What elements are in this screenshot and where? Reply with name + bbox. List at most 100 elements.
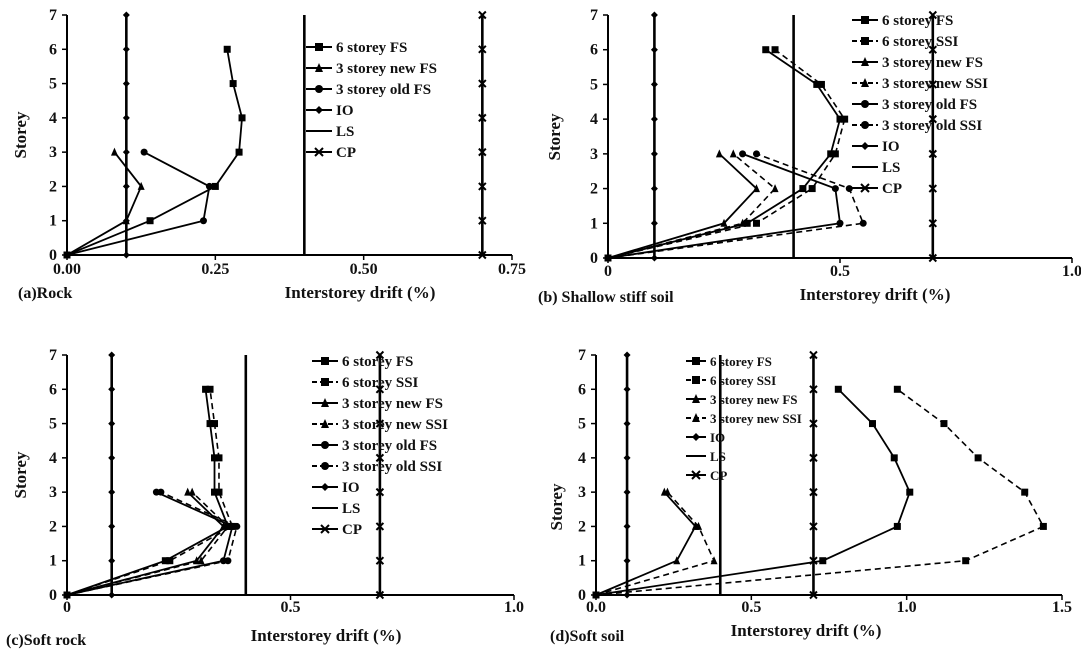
series-3-storey-new-fs [63, 147, 145, 259]
data-point-6-storey-ssi [215, 488, 223, 496]
data-point-3-storey-new-fs [137, 181, 145, 190]
legend-label: LS [336, 124, 354, 140]
series-line-6-storey-fs [66, 49, 243, 256]
legend-label: CP [342, 522, 362, 538]
legend-label: 3 storey old FS [882, 97, 977, 113]
y-tick-label: 1 [590, 215, 598, 232]
data-point-cp [375, 522, 385, 531]
data-point-6-storey-fs [819, 557, 827, 565]
data-point-cp [928, 45, 938, 54]
legend-swatch-marker [692, 394, 700, 403]
series-3-storey-new-ssi [592, 487, 718, 599]
data-point-6-storey-fs [813, 80, 821, 88]
data-point-io [650, 150, 658, 158]
data-point-6-storey-ssi [752, 219, 760, 227]
legend-item: IO [852, 139, 900, 155]
data-point-6-storey-ssi [771, 46, 779, 54]
data-point-6-storey-ssi [206, 385, 214, 393]
legend-item: CP [312, 522, 362, 538]
data-point-cp [928, 114, 938, 124]
y-tick-label: 4 [590, 111, 598, 128]
legend-label: 6 storey FS [882, 13, 953, 29]
series-cp [809, 350, 818, 600]
x-tick-label: 1.0 [1062, 263, 1081, 280]
data-point-3-storey-old-ssi [63, 591, 71, 599]
data-point-io [108, 557, 116, 565]
legend-swatch-marker [861, 37, 869, 45]
legend-item: 6 storey SSI [852, 34, 959, 50]
x-tick-label: 0.5 [281, 599, 301, 616]
y-tick-label: 6 [49, 41, 57, 58]
data-point-io [122, 80, 130, 88]
y-tick-label: 1 [49, 553, 57, 570]
data-point-cp [809, 487, 818, 497]
data-point-3-storey-new-fs [219, 521, 227, 530]
data-point-6-storey-ssi [817, 80, 825, 88]
data-point-3-storey-new-fs [715, 149, 723, 158]
data-point-cp [928, 184, 938, 193]
y-tick-label: 6 [590, 42, 598, 59]
data-point-6-storey-fs [893, 522, 901, 530]
data-point-cp [809, 385, 818, 394]
legend-swatch-marker [692, 376, 700, 384]
data-point-6-storey-ssi [211, 420, 219, 428]
data-point-io [108, 591, 116, 599]
legend-swatch-marker [692, 433, 700, 441]
data-point-6-storey-fs [161, 557, 169, 565]
legend-label: IO [342, 480, 360, 496]
y-tick-label: 4 [49, 450, 57, 467]
data-point-6-storey-fs [211, 182, 219, 190]
data-point-6-storey-fs [762, 46, 770, 54]
legend-item: 3 storey new FS [306, 61, 437, 77]
data-point-6-storey-fs [827, 150, 835, 158]
data-point-io [623, 420, 631, 428]
y-axis-label: Storey [547, 483, 566, 530]
panel-caption: (a)Rock [18, 285, 72, 302]
data-point-6-storey-fs [743, 219, 751, 227]
data-point-6-storey-ssi [940, 420, 948, 428]
y-tick-label: 7 [578, 347, 586, 364]
data-point-cp [478, 147, 487, 157]
data-point-cp [375, 556, 385, 565]
legend-swatch-marker [861, 57, 869, 66]
series-6-storey-fs [63, 385, 232, 599]
data-point-6-storey-ssi [1021, 488, 1029, 496]
data-point-cp [809, 453, 818, 463]
data-point-6-storey-fs [223, 45, 231, 53]
data-point-3-storey-new-ssi [739, 218, 747, 227]
legend-label: 3 storey old SSI [882, 118, 982, 134]
data-point-io [650, 115, 658, 123]
legend-item: 3 storey old FS [306, 82, 431, 98]
series-line-3-storey-new-fs [595, 491, 697, 596]
legend-swatch-marker [861, 121, 869, 129]
legend-label: 6 storey SSI [710, 373, 776, 388]
x-tick-label: 1.0 [504, 599, 524, 616]
legend-item: LS [312, 501, 360, 517]
x-tick-label: 0.00 [53, 261, 81, 278]
y-tick-label: 7 [590, 7, 598, 24]
data-point-cp [375, 419, 385, 428]
data-point-6-storey-ssi [166, 557, 174, 565]
y-tick-label: 2 [49, 178, 57, 195]
data-point-io [650, 254, 658, 262]
data-point-io [623, 351, 631, 359]
data-point-6-storey-fs [836, 115, 844, 123]
data-point-3-storey-new-ssi [695, 521, 703, 530]
series-3-storey-old-fs [63, 148, 213, 259]
data-point-io [650, 46, 658, 54]
data-point-io [623, 385, 631, 393]
legend-label: 3 storey new SSI [342, 417, 448, 433]
legend-swatch-marker [321, 398, 329, 407]
legend: 6 storey FS 6 storey SSI 3 storey new FS 3 … [312, 354, 448, 538]
series-line-3-storey-old-ssi [66, 491, 238, 596]
legend-item: 3 storey new FS [852, 55, 983, 71]
y-tick-label: 3 [578, 484, 586, 501]
data-point-6-storey-fs [906, 488, 914, 496]
data-point-3-storey-new-ssi [771, 184, 779, 193]
legend-swatch-marker [314, 147, 324, 157]
series-line-3-storey-new-ssi [595, 491, 716, 596]
series-3-storey-new-ssi [63, 487, 232, 599]
data-point-3-storey-new-ssi [197, 556, 205, 565]
legend-item: 6 storey FS [306, 40, 407, 56]
data-point-cp [809, 419, 818, 428]
